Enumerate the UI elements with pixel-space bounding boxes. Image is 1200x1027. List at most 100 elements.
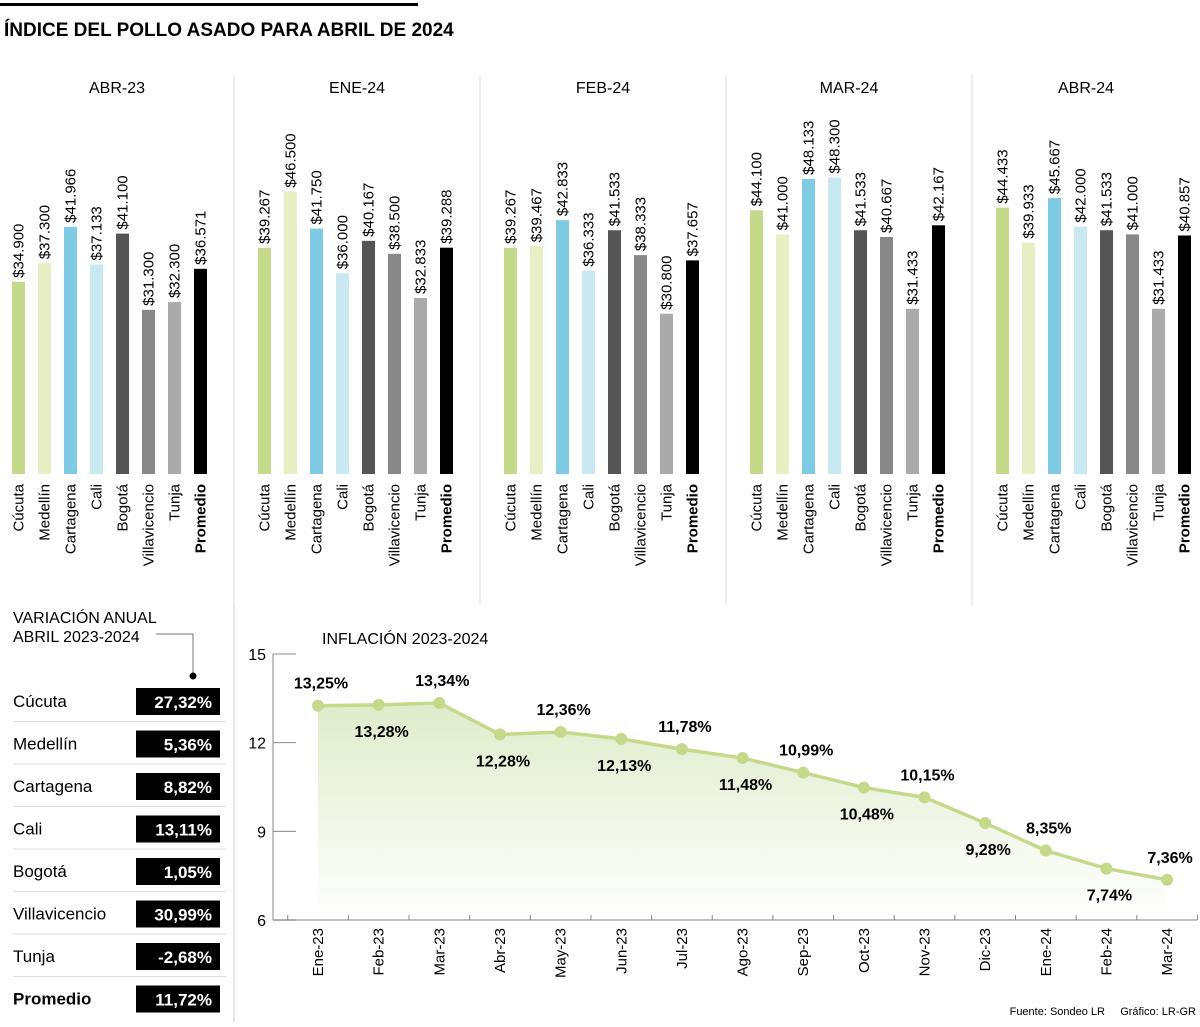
bar [38,263,51,474]
title-rule [0,3,418,6]
value-label: $39.933 [1021,184,1038,238]
bar [1048,198,1061,474]
row-value: 8,82% [164,778,212,797]
category-label: Cúcuta [257,483,274,531]
bar-panels: ABR-23 $34.900 Cúcuta $37.300 Medellín $41.96… [11,75,1194,605]
data-point [736,752,749,765]
category-label: Tunja [167,483,184,521]
category-label: Bogotá [607,483,624,531]
row-city: Bogotá [13,862,67,881]
bar [634,255,647,474]
bar [932,225,945,474]
y-tick-label: 6 [257,913,266,930]
value-label: $44.100 [749,152,766,206]
value-label: $40.857 [1177,177,1194,231]
row-city: Cali [13,820,42,839]
x-tick-label: Abr-23 [492,928,509,973]
data-point [1100,862,1113,875]
category-label: Bogotá [361,483,378,531]
row-city: Villavicencio [13,905,106,924]
bar [194,268,207,474]
value-label: $41.533 [1099,172,1116,226]
bar-panel: ENE-24 $39.267 Cúcuta $46.500 Medellín $41.75… [233,75,456,605]
data-label: 10,99% [779,743,833,760]
category-label: Villavicencio [879,484,896,566]
value-label: $41.750 [309,170,326,224]
bar [388,253,401,474]
row-value: 1,05% [164,863,212,882]
category-label: Promedio [193,484,210,553]
bar-panel: ABR-23 $34.900 Cúcuta $37.300 Medellín $41.96… [11,80,210,566]
row-city: Promedio [13,990,91,1009]
data-label: 12,13% [597,758,651,775]
data-label: 13,34% [415,673,469,690]
bar [336,273,349,474]
bar [776,234,789,474]
category-label: Medellín [283,484,300,541]
row-value: 27,32% [154,693,212,712]
bar [284,191,297,474]
value-label: $48.133 [801,121,818,175]
row-value: 30,99% [154,906,212,925]
bar [310,228,323,474]
value-label: $31.433 [905,251,922,305]
category-label: Villavicencio [1125,484,1142,566]
value-label: $36.000 [335,215,352,269]
data-point [433,697,446,710]
value-box [136,815,220,843]
row-city: Cúcuta [13,692,67,711]
bar [168,302,181,474]
category-label: Bogotá [115,483,132,531]
value-label: $36.333 [581,212,598,266]
panel-label: ENE-24 [329,80,385,97]
bar [582,270,595,474]
data-label: 11,48% [719,777,772,794]
bar [750,210,763,474]
bar [686,260,699,474]
row-city: Medellín [13,735,77,754]
bar [660,313,673,474]
data-label: 13,28% [355,724,409,741]
bar [802,178,815,474]
bar [556,220,569,474]
bar [854,230,867,474]
category-label: Cali [335,484,352,510]
value-label: $36.571 [193,211,210,265]
bar [1100,230,1113,474]
bar [530,246,543,474]
data-label: 12,28% [476,753,530,770]
bar [996,207,1009,474]
bar [362,240,375,474]
y-tick-label: 9 [257,824,266,841]
table-row: Tunja -2,68% [13,933,226,970]
connector-line [156,633,194,676]
bar [142,309,155,474]
table-title: VARIACIÓN ANUAL [13,608,157,627]
area-fill [318,703,1168,920]
bar [1022,242,1035,474]
row-city: Cartagena [13,777,93,796]
category-label: Promedio [685,484,702,553]
category-label: Cali [89,484,106,510]
category-label: Medellín [775,484,792,541]
value-label: $40.167 [361,183,378,237]
category-label: Cali [827,484,844,510]
bar [12,281,25,474]
x-tick-label: Mar-24 [1159,928,1176,976]
data-point [372,698,385,711]
x-tick-label: Ago-23 [735,928,752,976]
bar [258,247,271,474]
table-row: Cúcuta 27,32% [13,688,220,715]
data-point [675,743,688,756]
bar [116,233,129,474]
bar [1074,226,1087,474]
table-row: Cali 13,11% [13,806,226,843]
value-label: $42.833 [555,162,572,216]
x-tick-label: Ene-24 [1038,928,1055,976]
value-label: $38.500 [387,196,404,250]
value-box [136,985,220,1013]
value-label: $39.288 [439,189,456,243]
bar [1178,235,1191,474]
data-label: 7,36% [1147,850,1192,867]
category-label: Promedio [439,484,456,553]
